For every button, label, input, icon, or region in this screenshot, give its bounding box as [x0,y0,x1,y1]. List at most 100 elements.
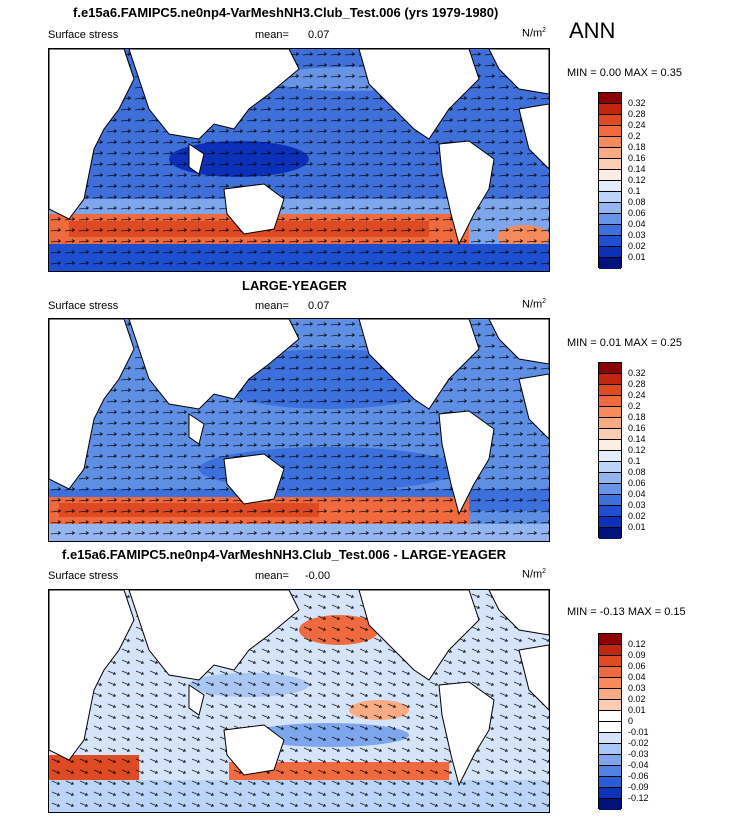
panel3-colorbar-cell [599,733,621,744]
panel3-colorbar-tick: 0 [628,716,634,726]
panel3-colorbar-tick: 0.12 [628,639,646,649]
panel1-colorbar-tick: 0.08 [628,197,646,207]
panel1-colorbar-cell [599,181,621,192]
panel1-colorbar-tick: 0.12 [628,175,646,185]
season-label: ANN [569,18,616,43]
panel3-map-svg [49,590,549,812]
panel2-colorbar-tick: 0.14 [628,434,646,444]
panel1-colorbar-cell [599,115,621,126]
panel2-mean-value: 0.07 [308,300,330,312]
panel3-colorbar-cell [599,744,621,755]
panel1-colorbar-tick: 0.14 [628,164,646,174]
panel3-mean-value: -0.00 [305,570,331,582]
panel3-colorbar-tick: -0.03 [628,749,649,759]
panel2-colorbar-tick: 0.18 [628,412,646,422]
panel1-variable-label: Surface stress [48,29,119,41]
panel1-colorbar-tick: 0.32 [628,98,646,108]
panel1-colorbar-cell [599,247,621,258]
panel1-colorbar-tick: 0.04 [628,219,646,229]
panel1-colorbar-cell [599,214,621,225]
panel2-colorbar-cell [599,506,621,517]
panel3-colorbar-cell [599,766,621,777]
panel2-colorbar-tick: 0.12 [628,445,646,455]
panel2-colorbar-cell [599,528,621,539]
panel2-colorbar-cell [599,495,621,506]
panel1-colorbar-cell [599,192,621,203]
panel3-colorbar-labels: 0.12 0.09 0.06 0.04 0.03 0.02 0.01 0 -0.… [628,633,668,809]
panel3-colorbar-cell [599,755,621,766]
panel2-units: N/m2 [522,298,547,311]
panel1-colorbar-cell [599,203,621,214]
panel2-minmax: MIN = 0.01 MAX = 0.25 [567,337,682,349]
panel2-colorbar-cell [599,385,621,396]
panel2-colorbar-tick: 0.2 [628,401,641,411]
panel2-colorbar-cell [599,396,621,407]
panel1-colorbar-tick: 0.28 [628,109,646,119]
panel3-map [48,589,550,813]
panel3-colorbar-cell [599,689,621,700]
panel1-colorbar [598,92,622,269]
panel3-mean-label: mean= [255,570,289,582]
panel3-colorbar-cell [599,788,621,799]
panel2-title: LARGE-YEAGER [242,278,347,293]
panel1-colorbar-tick: 0.03 [628,230,646,240]
panel3-colorbar-tick: -0.06 [628,771,649,781]
panel3-colorbar-cell [599,656,621,667]
panel3-variable-label: Surface stress [48,570,119,582]
panel3-minmax: MIN = -0.13 MAX = 0.15 [567,606,686,618]
panel1-colorbar-tick: 0.01 [628,252,646,262]
panel1-colorbar-labels: 0.32 0.28 0.24 0.2 0.18 0.16 0.14 0.12 0… [628,92,668,268]
panel3-colorbar-tick: 0.03 [628,683,646,693]
panel1-units: N/m2 [522,27,547,40]
panel3-colorbar-cell [599,634,621,645]
panel3-colorbar-cell [599,722,621,733]
panel3-colorbar [598,633,622,810]
panel2-colorbar-labels: 0.32 0.28 0.24 0.2 0.18 0.16 0.14 0.12 0… [628,362,668,538]
panel2-colorbar-cell [599,473,621,484]
panel1-colorbar-tick: 0.02 [628,241,646,251]
panel1-colorbar-cell [599,236,621,247]
panel1-colorbar-cell [599,258,621,269]
panel2-colorbar-tick: 0.01 [628,522,646,532]
panel1-colorbar-cell [599,159,621,170]
panel2-colorbar-cell [599,462,621,473]
panel3-colorbar-tick: 0.01 [628,705,646,715]
panel2-colorbar-tick: 0.08 [628,467,646,477]
panel1-colorbar-cell [599,126,621,137]
panel2-colorbar-cell [599,440,621,451]
panel2-mean-label: mean= [255,300,289,312]
panel3-colorbar-tick: -0.01 [628,727,649,737]
panel1-colorbar-tick: 0.1 [628,186,641,196]
panel2-map-svg [49,319,549,541]
panel3-colorbar-cell [599,777,621,788]
panel1-mean-label: mean= [255,29,289,41]
panel3-colorbar-cell [599,799,621,810]
panel2-colorbar-tick: 0.04 [628,489,646,499]
panel1-colorbar-tick: 0.24 [628,120,646,130]
panel3-title: f.e15a6.FAMIPC5.ne0np4-VarMeshNH3.Club_T… [62,547,507,562]
panel2-colorbar-cell [599,407,621,418]
panel3-colorbar-cell [599,700,621,711]
panel2-colorbar-tick: 0.32 [628,368,646,378]
panel1-colorbar-cell [599,170,621,181]
panel2-colorbar-cell [599,451,621,462]
panel1-minmax: MIN = 0.00 MAX = 0.35 [567,67,682,79]
panel1-colorbar-cell [599,104,621,115]
panel1-colorbar-tick: 0.18 [628,142,646,152]
panel3-colorbar-cell [599,711,621,722]
panel3-colorbar-cell [599,678,621,689]
panel1-mean-value: 0.07 [308,29,330,41]
panel1-colorbar-tick: 0.2 [628,131,641,141]
panel3-colorbar-cell [599,667,621,678]
panel2-colorbar-cell [599,418,621,429]
panel3-colorbar-tick: 0.02 [628,694,646,704]
panel3-colorbar-tick: -0.12 [628,793,649,803]
panel3-colorbar-tick: 0.04 [628,672,646,682]
panel2-colorbar-tick: 0.28 [628,379,646,389]
panel1-colorbar-tick: 0.06 [628,208,646,218]
panel2-colorbar-cell [599,484,621,495]
panel1-colorbar-cell [599,137,621,148]
panel2-colorbar-cell [599,429,621,440]
panel1-colorbar-cell [599,148,621,159]
panel3-colorbar-tick: -0.02 [628,738,649,748]
